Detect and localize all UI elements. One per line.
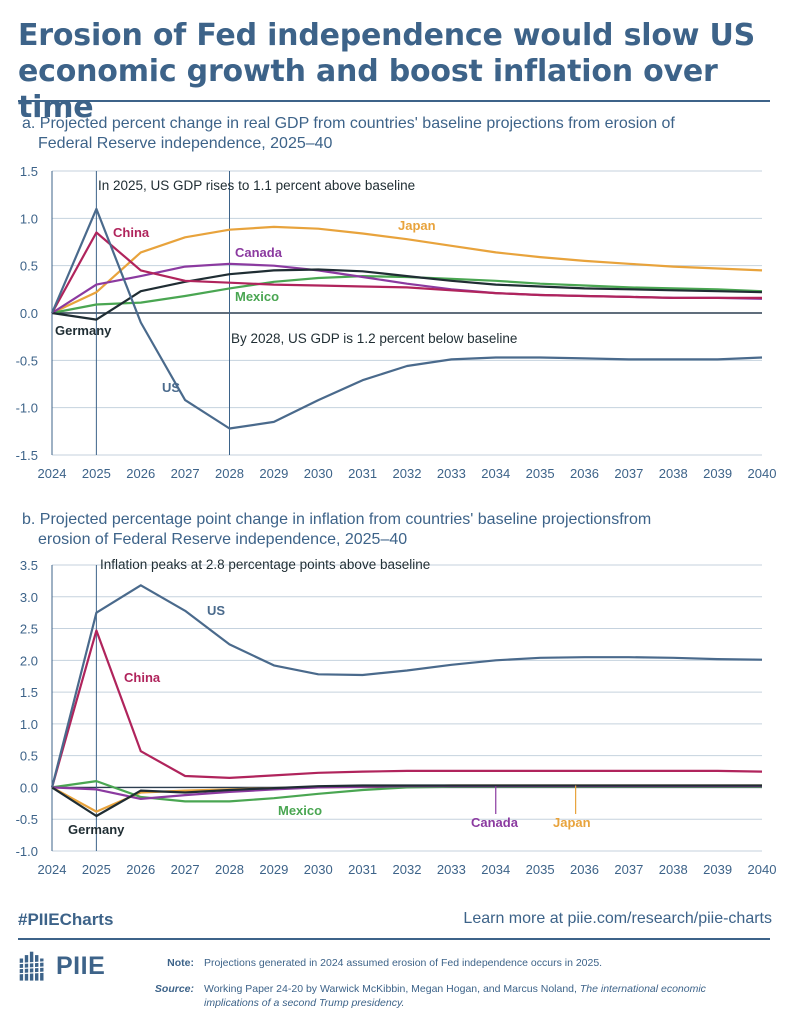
series-label-us: US (207, 603, 225, 618)
x-tick-label: 2035 (526, 862, 555, 877)
x-tick-label: 2028 (215, 466, 244, 481)
x-tick-label: 2034 (481, 466, 510, 481)
x-tick-label: 2040 (748, 862, 777, 877)
y-tick-label: -0.5 (16, 353, 38, 368)
series-line-mexico (51, 274, 763, 315)
y-tick-label: 0.0 (20, 780, 38, 795)
x-tick-label: 2027 (171, 466, 200, 481)
y-tick-label: 2.5 (20, 622, 38, 637)
y-tick-label: 2.0 (20, 653, 38, 668)
series-label-germany: Germany (68, 822, 125, 837)
source-label: Source: (154, 983, 194, 995)
y-tick-label: 1.0 (20, 717, 38, 732)
x-tick-label: 2032 (393, 466, 422, 481)
series-label-japan: Japan (398, 218, 436, 233)
x-tick-label: 2037 (614, 862, 643, 877)
footer-divider (18, 938, 770, 940)
y-tick-label: 0.0 (20, 306, 38, 321)
source-text-italic: The international economic implications … (204, 983, 706, 1009)
x-tick-label: 2037 (614, 466, 643, 481)
x-tick-label: 2036 (570, 466, 599, 481)
piie-logo-icon (18, 951, 46, 981)
y-tick-label: -1.5 (16, 448, 38, 463)
title-line-1: Erosion of Fed independence would slow U… (18, 18, 756, 53)
x-tick-label: 2030 (304, 466, 333, 481)
panel-a-subtitle-line-1: a. Projected percent change in real GDP … (22, 115, 675, 132)
panel-b-subtitle: b. Projected percentage point change in … (22, 510, 762, 550)
source-text-plain: Working Paper 24-20 by Warwick McKibbin,… (204, 983, 577, 995)
x-tick-label: 2024 (38, 466, 67, 481)
gdp-chart: 1.5 1.0 0.5 0.0 -0.5 -1.0 -1.5 Japan Mexico Canad… (16, 164, 777, 481)
panel-b-subtitle-line-2: erosion of Federal Reserve independence,… (38, 531, 408, 548)
learn-more-link[interactable]: Learn more at piie.com/research/piie-cha… (463, 910, 772, 927)
y-tick-label: 0.5 (20, 749, 38, 764)
x-tick-label: 2029 (259, 466, 288, 481)
x-tick-label: 2039 (703, 466, 732, 481)
note-row: Note: Projections generated in 2024 assu… (150, 956, 770, 972)
series-line-japan (51, 225, 763, 314)
series-label-canada: Canada (471, 815, 519, 830)
note-label: Note: (167, 957, 194, 969)
y-tick-label: 1.0 (20, 211, 38, 226)
x-tick-label: 2026 (126, 466, 155, 481)
y-tick-label: 3.5 (20, 558, 38, 573)
series-line-china (51, 231, 762, 314)
annotation-text: In 2025, US GDP rises to 1.1 percent abo… (98, 178, 415, 193)
x-tick-label: 2038 (659, 862, 688, 877)
hashtag: #PIIECharts (18, 910, 114, 929)
x-tick-label: 2032 (393, 862, 422, 877)
series-label-germany: Germany (55, 323, 112, 338)
piie-logo-text: PIIE (56, 952, 106, 980)
y-tick-label: -1.0 (16, 401, 38, 416)
source-text: Working Paper 24-20 by Warwick McKibbin,… (204, 982, 724, 1010)
panel-b-subtitle-line-1: b. Projected percentage point change in … (22, 511, 652, 528)
page-title: Erosion of Fed independence would slow U… (18, 18, 778, 126)
panel-a-subtitle-line-2: Federal Reserve independence, 2025–40 (38, 135, 333, 152)
title-divider (18, 100, 770, 102)
x-tick-label: 2029 (259, 862, 288, 877)
series-line-germany (51, 268, 763, 321)
y-tick-label: 3.0 (20, 590, 38, 605)
series-label-mexico: Mexico (235, 289, 279, 304)
x-tick-label: 2035 (526, 466, 555, 481)
x-tick-label: 2040 (748, 466, 777, 481)
series-label-mexico: Mexico (278, 803, 322, 818)
x-tick-label: 2031 (348, 862, 377, 877)
series-line-us (50, 207, 763, 430)
x-tick-label: 2033 (437, 466, 466, 481)
x-tick-label: 2033 (437, 862, 466, 877)
note-text: Projections generated in 2024 assumed er… (204, 957, 603, 969)
x-tick-label: 2026 (126, 862, 155, 877)
x-tick-label: 2025 (82, 862, 111, 877)
x-tick-label: 2036 (570, 862, 599, 877)
y-tick-label: 1.5 (20, 164, 38, 179)
x-tick-label: 2031 (348, 466, 377, 481)
x-tick-label: 2027 (171, 862, 200, 877)
series-label-us: US (162, 380, 180, 395)
series-line-china (50, 629, 763, 788)
y-tick-label: 0.5 (20, 259, 38, 274)
x-tick-label: 2038 (659, 466, 688, 481)
x-tick-label: 2030 (304, 862, 333, 877)
series-label-china: China (124, 670, 161, 685)
inflation-chart: 3.5 3.0 2.5 2.0 1.5 1.0 0.5 0.0 -0.5 -1.0 Japan Mex… (16, 557, 777, 877)
y-tick-label: 1.5 (20, 685, 38, 700)
series-label-china: China (113, 225, 150, 240)
series-label-canada: Canada (235, 245, 283, 260)
x-tick-label: 2028 (215, 862, 244, 877)
source-row: Source: Working Paper 24-20 by Warwick M… (150, 982, 770, 1014)
x-tick-label: 2034 (481, 862, 510, 877)
x-tick-label: 2025 (82, 466, 111, 481)
series-label-japan: Japan (553, 815, 591, 830)
series-line-germany (51, 784, 762, 818)
panel-a-subtitle: a. Projected percent change in real GDP … (22, 114, 762, 154)
annotation-text: Inflation peaks at 2.8 percentage points… (100, 557, 430, 572)
title-line-2: economic growth and boost inflation over… (18, 54, 718, 125)
series-line-us (50, 584, 763, 788)
y-tick-label: -0.5 (16, 812, 38, 827)
annotation-text: By 2028, US GDP is 1.2 percent below bas… (231, 331, 517, 346)
y-tick-label: -1.0 (16, 844, 38, 859)
x-tick-label: 2024 (38, 862, 67, 877)
x-tick-label: 2039 (703, 862, 732, 877)
